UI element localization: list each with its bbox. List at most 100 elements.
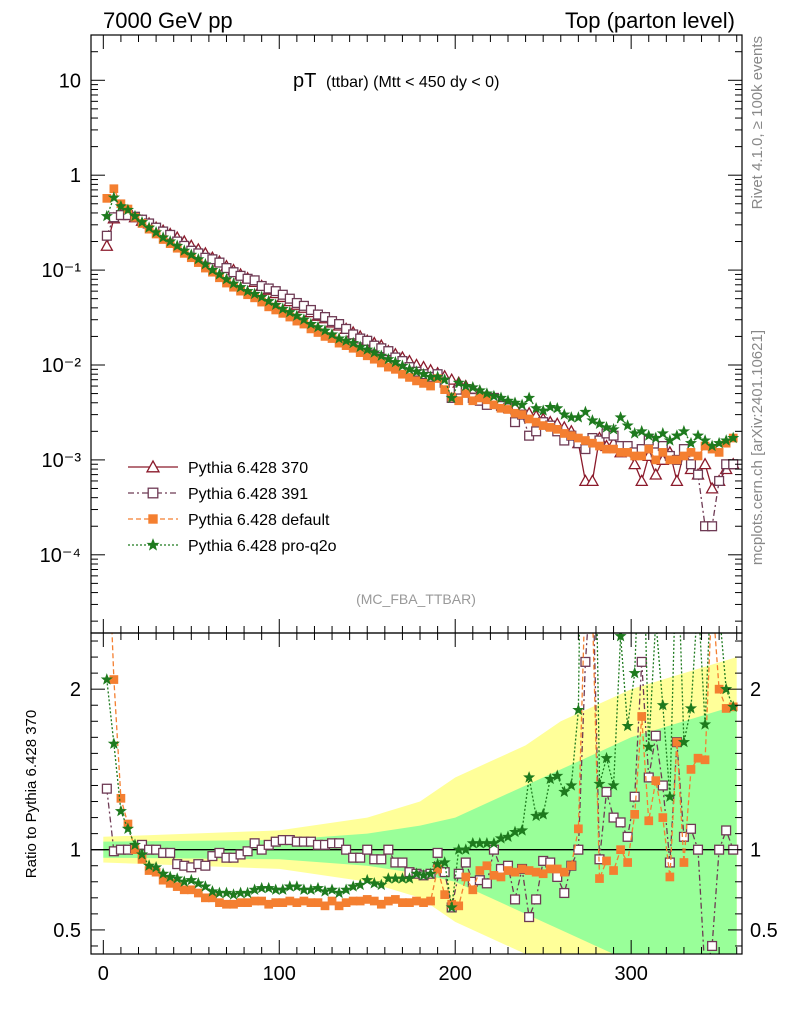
ratio-point bbox=[496, 872, 506, 882]
main-point bbox=[304, 317, 318, 330]
ratio-point bbox=[698, 718, 712, 730]
ratio-point bbox=[677, 735, 691, 748]
y-tick-label: 1 bbox=[70, 165, 81, 187]
ratio-point bbox=[290, 880, 303, 892]
ratio-point bbox=[642, 740, 655, 753]
legend-item: Pythia 6.428 pro-q2o bbox=[128, 538, 337, 555]
main-point bbox=[706, 439, 719, 452]
ratio-point bbox=[531, 894, 542, 905]
series-pythia-6-428-default bbox=[109, 633, 738, 911]
main-point bbox=[693, 451, 703, 461]
main-point bbox=[628, 427, 641, 439]
main-point bbox=[494, 391, 508, 404]
ratio-point bbox=[242, 846, 253, 857]
ratio-point bbox=[461, 872, 471, 882]
x-tick-label: 100 bbox=[263, 963, 296, 985]
main-point bbox=[607, 422, 620, 435]
ratio-point bbox=[538, 869, 548, 879]
main-point bbox=[656, 427, 669, 439]
ratio-point bbox=[644, 816, 654, 826]
ratio-point bbox=[685, 823, 697, 834]
main-point bbox=[579, 405, 592, 418]
main-point bbox=[487, 389, 500, 402]
main-point bbox=[544, 400, 557, 413]
main-point bbox=[417, 367, 430, 380]
main-point bbox=[249, 275, 260, 286]
main-point bbox=[178, 244, 191, 256]
ratio-point bbox=[142, 859, 156, 871]
ratio-point bbox=[523, 771, 536, 783]
ratio-point bbox=[481, 878, 492, 889]
main-point bbox=[403, 362, 416, 375]
ratio-point bbox=[121, 822, 135, 835]
main-point bbox=[714, 475, 725, 487]
y-tick-label: 10⁻² bbox=[42, 355, 82, 377]
main-point bbox=[440, 385, 450, 394]
ratio-point bbox=[482, 861, 492, 871]
ratio-point bbox=[241, 886, 254, 899]
legend-item: Pythia 6.428 370 bbox=[128, 459, 308, 477]
main-point bbox=[637, 451, 647, 461]
ratio-point bbox=[192, 877, 205, 889]
main-point bbox=[523, 391, 536, 404]
y-tick-label: 10⁻³ bbox=[42, 450, 82, 472]
main-x-axis bbox=[102, 35, 738, 633]
main-point bbox=[234, 280, 247, 293]
ratio-point bbox=[311, 881, 325, 894]
ratio-point bbox=[559, 867, 569, 877]
ratio-point bbox=[341, 844, 352, 855]
main-point bbox=[670, 474, 684, 487]
ratio-point bbox=[249, 838, 260, 849]
ratio-point bbox=[565, 779, 578, 791]
legend-label: Pythia 6.428 pro-q2o bbox=[188, 538, 337, 555]
series-pythia-6-428-pro-q2o bbox=[100, 633, 740, 913]
ratio-point bbox=[276, 883, 289, 895]
main-point bbox=[691, 429, 705, 441]
main-point bbox=[614, 411, 627, 423]
ratio-point bbox=[333, 886, 346, 899]
main-point bbox=[318, 324, 332, 336]
main-point bbox=[333, 332, 346, 344]
y-tick-label: 0.5 bbox=[53, 920, 81, 942]
main-point bbox=[171, 239, 184, 251]
ratio-point bbox=[426, 896, 435, 906]
main-point bbox=[220, 272, 233, 285]
x-tick-label: 300 bbox=[614, 963, 647, 985]
ratio-point bbox=[595, 874, 604, 883]
ratio-point bbox=[397, 857, 408, 868]
ratio-point bbox=[171, 872, 184, 884]
ratio-point bbox=[460, 857, 471, 868]
main-point bbox=[642, 429, 655, 441]
main-point bbox=[707, 521, 718, 532]
main-y-axis: 10 1 10⁻¹ 10⁻² 10⁻³ 10⁻⁴ bbox=[40, 34, 742, 622]
main-point bbox=[431, 370, 444, 382]
ratio-point bbox=[114, 804, 127, 817]
main-point bbox=[698, 434, 712, 446]
ratio-series-layer bbox=[100, 633, 740, 954]
ratio-point bbox=[616, 845, 625, 855]
ratio-point bbox=[383, 844, 394, 855]
main-point bbox=[213, 268, 226, 280]
ratio-point bbox=[220, 886, 233, 899]
ratio-point bbox=[678, 831, 689, 842]
ratio-point bbox=[707, 940, 718, 952]
main-point bbox=[438, 373, 451, 385]
ratio-point bbox=[438, 856, 451, 868]
main-point bbox=[396, 359, 409, 372]
ratio-point bbox=[601, 786, 612, 797]
main-point bbox=[558, 408, 571, 420]
main-point bbox=[593, 417, 606, 430]
main-series-layer bbox=[100, 184, 740, 532]
ratio-point bbox=[445, 901, 458, 913]
y-tick-label: 10⁻⁴ bbox=[40, 545, 81, 567]
ratio-point bbox=[714, 844, 725, 855]
main-point bbox=[515, 398, 529, 410]
main-point bbox=[600, 421, 613, 433]
header-right: Top (parton level) bbox=[565, 8, 735, 33]
ratio-point bbox=[200, 860, 211, 871]
ratio-point bbox=[524, 912, 535, 923]
ratio-point bbox=[150, 860, 163, 873]
main-point bbox=[705, 481, 719, 494]
ratio-point bbox=[340, 883, 353, 895]
